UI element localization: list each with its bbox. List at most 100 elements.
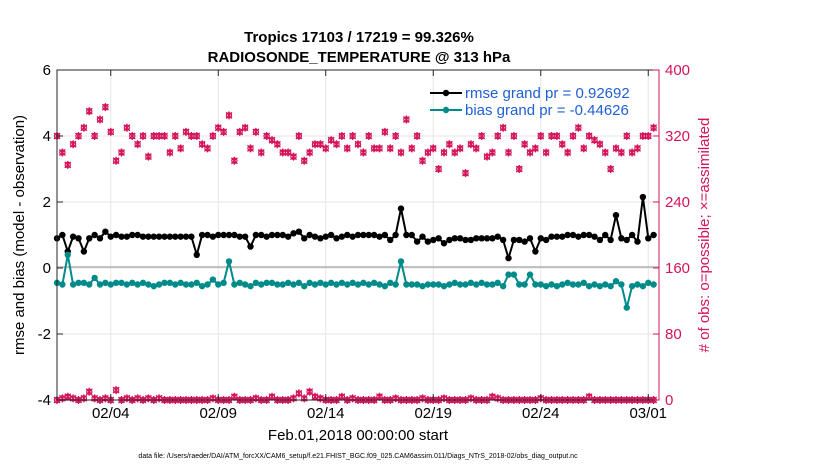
obs-count-assimilated-marker [370,144,378,153]
obs-count-assimilated-marker [392,132,400,140]
rmse-point [602,231,609,239]
rmse-point [263,233,270,240]
obs-count-assimilated-marker [402,115,410,124]
bias-point [177,279,184,287]
rmse-point [467,236,475,244]
bias-point [86,281,93,288]
rmse-point [349,233,356,240]
bias-point [155,281,163,288]
rmse-point [403,231,410,239]
obs-count-assimilated-marker [333,140,340,149]
legend-label-bias: bias grand pr = -0.44626 [465,102,629,119]
rmse-point [204,231,211,239]
obs-count-assimilated-marker [273,140,281,149]
x-tick-label: 03/01 [629,405,667,422]
rmse-point [591,233,598,240]
bias-point [75,279,82,287]
bias-point [489,281,496,288]
bias-point [602,281,609,288]
bias-point [585,282,593,290]
rmse-point [225,231,233,239]
bias-point [129,279,136,287]
rmse-point [86,235,93,242]
obs-count-assimilated-marker [424,148,432,157]
rmse-point [182,233,190,240]
obs-count-assimilated-marker [451,148,459,157]
bias-point [548,281,555,288]
obs-count-assimilated-marker [209,132,217,140]
rmse-point [75,235,82,242]
bias-point [564,279,571,287]
obs-count-assimilated-marker [225,111,233,120]
rmse-point [112,231,120,239]
obs-count-assimilated-marker [542,148,550,157]
rmse-point [408,231,415,239]
chart-title: Tropics 17103 / 17219 = 99.326% [244,29,474,46]
bias-point [172,281,179,288]
rmse-point [150,233,157,240]
bias-point [435,281,442,288]
y-tick-label-right: 0 [665,392,673,409]
obs-count-assimilated-marker [284,148,292,157]
obs-count-assimilated-marker [80,123,88,132]
y-tick-label-right: 80 [665,326,682,343]
obs-count-assimilated-marker [639,132,647,140]
bias-point [462,281,469,288]
bias-point [473,281,480,288]
rmse-point [338,233,346,240]
obs-count-assimilated-marker [494,132,502,140]
bias-point [145,281,152,288]
bias-point [639,282,647,290]
rmse-point [118,233,125,240]
obs-count-assimilated-marker [118,148,125,157]
rmse-point [526,235,534,242]
bias-point [618,281,625,288]
bias-point [102,279,109,287]
rmse-point [322,233,329,240]
obs-count-assimilated-marker [139,132,147,140]
obs-count-assimilated-marker [343,144,351,153]
bias-point [483,281,491,288]
obs-count-assimilated-marker [585,132,593,140]
obs-count-assimilated-marker [531,144,539,153]
bias-point [569,281,577,288]
obs-count-assimilated-marker [623,132,631,140]
bias-point [397,258,405,265]
obs-count-assimilated-marker [381,127,389,136]
obs-count-assimilated-marker [499,123,507,132]
rmse-point [419,233,426,240]
rmse-point [628,231,636,239]
bias-point [376,281,383,288]
rmse-point [284,233,292,240]
rmse-point [650,231,657,239]
x-tick-label: 02/04 [92,405,130,422]
obs-count-assimilated-marker [644,132,652,140]
obs-count-assimilated-marker [69,140,77,149]
bias-point [215,281,222,288]
bias-point [225,258,233,265]
rmse-point [585,231,593,239]
obs-count-assimilated-marker [558,140,566,149]
y-tick-label-right: 160 [665,260,690,277]
obs-count-assimilated-marker [376,144,383,153]
obs-count-assimilated-marker [553,132,561,140]
obs-count-assimilated-marker [537,132,545,140]
series-lines [53,193,657,311]
rmse-point [268,231,276,239]
obs-count-assimilated-marker [290,152,297,161]
y-tick-label-left: 6 [43,62,51,79]
obs-count-assimilated-marker [564,148,572,157]
obs-count-assimilated-marker [569,132,577,140]
rmse-point [623,236,630,244]
rmse-point [327,231,335,239]
bias-point [290,281,297,288]
bias-point [182,281,190,288]
obs-count-assimilated-marker [322,144,330,153]
rmse-point [618,235,625,242]
bias-point [295,279,303,287]
rmse-point [306,231,313,239]
bias-point [231,281,238,288]
bias-point [209,276,217,283]
obs-count-assimilated-marker [510,132,518,140]
rmse-point [139,233,147,240]
